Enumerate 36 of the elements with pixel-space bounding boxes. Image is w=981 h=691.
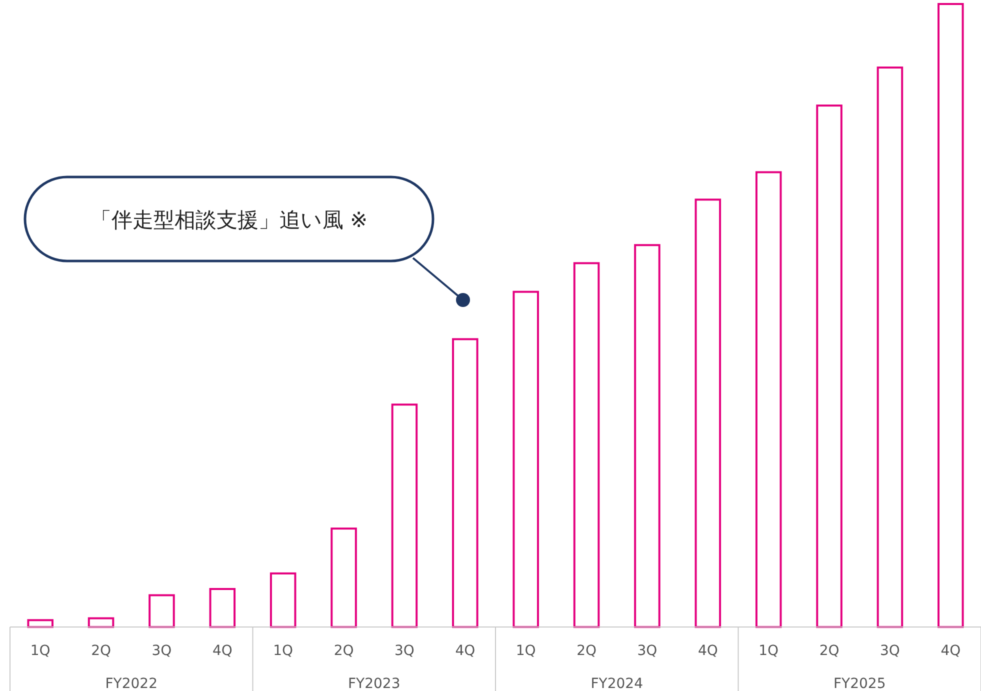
bar (512, 290, 539, 628)
bar (573, 262, 600, 628)
bar (270, 572, 296, 628)
text: FY2022 (105, 676, 158, 691)
x-tick-label: 4Q (455, 643, 476, 659)
bar (27, 619, 54, 628)
x-tick-label: 1Q (758, 643, 779, 659)
bar (634, 244, 660, 628)
x-tick-label: 1Q (516, 643, 536, 659)
bar (452, 338, 478, 628)
x-tick-label: 4Q (940, 643, 961, 659)
bar (209, 588, 236, 628)
x-tick-label: 2Q (334, 643, 354, 659)
x-tick-label: 4Q (698, 643, 718, 659)
x-tick-label: 2Q (576, 643, 596, 659)
bar (694, 198, 722, 628)
bar (391, 404, 418, 628)
text: FY2025 (834, 676, 886, 691)
bar (816, 104, 842, 628)
bar (755, 171, 782, 628)
annotation: 「伴走型相談支援」追い風 ※ (90, 208, 368, 232)
bar (330, 528, 357, 628)
x-tick-label: 4Q (212, 643, 232, 659)
x-tick-label: 3Q (394, 643, 414, 659)
x-tick-label: 1Q (273, 643, 294, 659)
x-tick-label: 2Q (819, 643, 840, 659)
x-tick-label: 2Q (91, 643, 111, 659)
text: FY2024 (590, 676, 644, 691)
bar (148, 594, 175, 628)
x-tick-label: 3Q (880, 643, 900, 659)
bar (876, 66, 904, 628)
x-tick-label: 1Q (30, 643, 50, 659)
bar (938, 3, 964, 628)
text: FY2023 (348, 676, 400, 691)
x-tick-label: 3Q (637, 643, 658, 659)
x-tick-label: 3Q (152, 643, 172, 659)
